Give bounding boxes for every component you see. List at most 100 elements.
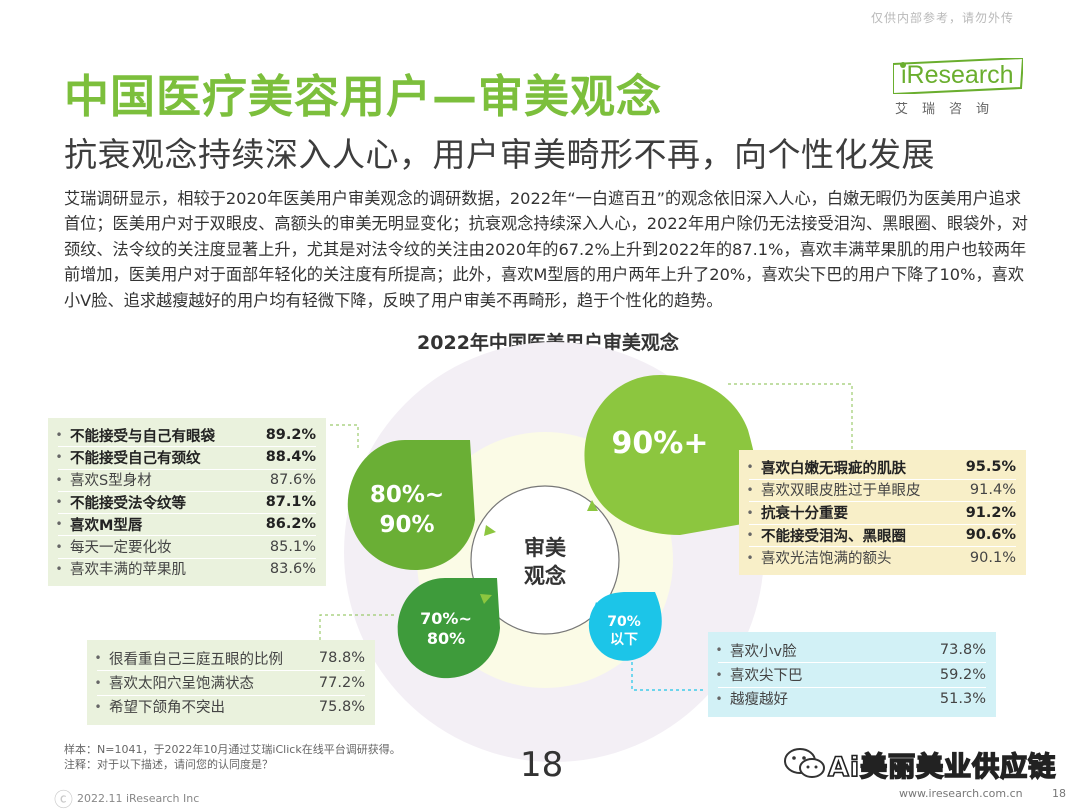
row-divider xyxy=(58,490,316,492)
question-note: 注释：对于以下描述，请问您的认同度是？ xyxy=(64,758,273,771)
list-item-value: 73.8% xyxy=(939,642,986,659)
bullet-icon: • xyxy=(55,472,63,487)
bullet-icon: • xyxy=(94,675,102,690)
wechat-label: Ai美丽美业供应链 xyxy=(827,751,1057,784)
bullet-icon: • xyxy=(55,517,63,532)
list-item-label: 喜欢S型身材 xyxy=(70,473,152,490)
arrow-bottom-left-icon xyxy=(480,594,492,604)
bubble-low-label-1: 70% xyxy=(607,614,641,630)
bullet-icon: • xyxy=(715,667,723,682)
list-item-label: 喜欢太阳穴呈饱满状态 xyxy=(109,676,254,692)
list-item: • 抗衰十分重要 91.2% xyxy=(739,501,1026,524)
bullet-icon: • xyxy=(746,482,754,497)
bubble-70-label-2: 80% xyxy=(427,629,465,648)
list-item-label: 喜欢光洁饱满的额头 xyxy=(761,551,892,568)
list-item: • 不能接受与自己有眼袋 89.2% xyxy=(48,424,326,447)
bullet-icon: • xyxy=(746,550,754,565)
list-item-label: 很看重自己三庭五眼的比例 xyxy=(109,651,283,668)
list-item: • 不能接受泪沟、黑眼圈 90.6% xyxy=(739,524,1026,547)
row-divider xyxy=(58,535,316,537)
website-link[interactable]: www.iresearch.com.cn xyxy=(899,787,1023,800)
row-divider xyxy=(749,478,1016,480)
row-divider xyxy=(718,662,986,664)
arrow-left-icon xyxy=(484,525,496,536)
list-item-value: 85.1% xyxy=(269,538,316,555)
logo-subtitle: 艾瑞咨询 xyxy=(895,102,1004,117)
row-divider xyxy=(58,557,316,559)
center-label-1: 审美 xyxy=(524,536,566,560)
list-item-value: 88.4% xyxy=(265,449,316,466)
sample-note: 样本：N=1041，于2022年10月通过艾瑞iClick在线平台调研获得。 xyxy=(64,743,401,756)
list-item-label: 每天一定要化妆 xyxy=(70,540,172,557)
list-item-value: 87.6% xyxy=(269,471,316,488)
list-item: • 不能接受法令纹等 87.1% xyxy=(48,491,326,514)
list-item: • 喜欢丰满的苹果肌 83.6% xyxy=(48,557,326,580)
list-item: • 喜欢小v脸 73.8% xyxy=(708,639,996,662)
list-item-label: 不能接受自己有颈纹 xyxy=(70,450,201,467)
page-title: 中国医疗美容用户—审美观念 xyxy=(64,70,663,123)
list-item-value: 86.2% xyxy=(265,516,316,533)
bullet-icon: • xyxy=(94,699,102,714)
row-divider xyxy=(749,501,1016,503)
connector-left xyxy=(330,424,359,450)
bullet-icon: • xyxy=(55,561,63,576)
bubble-70-80 xyxy=(397,578,500,679)
list-item-value: 91.2% xyxy=(965,504,1016,521)
iresearch-logo: iResearch 艾瑞咨询 xyxy=(893,58,1023,122)
copyright-text: 2022.11 iResearch Inc xyxy=(77,791,200,805)
list-item: • 很看重自己三庭五眼的比例 78.8% xyxy=(87,647,375,670)
list-item: • 喜欢S型身材 87.6% xyxy=(48,468,326,491)
list-item: • 每天一定要化妆 85.1% xyxy=(48,535,326,558)
row-divider xyxy=(58,468,316,470)
list-item-label: 喜欢M型唇 xyxy=(70,517,143,534)
list-item-label: 喜欢白嫩无瑕疵的肌肤 xyxy=(761,460,906,477)
list-item-label: 不能接受法令纹等 xyxy=(70,495,186,512)
list-item: • 喜欢双眼皮胜过于单眼皮 91.4% xyxy=(739,478,1026,501)
list-item: • 不能接受自己有颈纹 88.4% xyxy=(48,446,326,469)
list-item-value: 51.3% xyxy=(939,690,986,707)
row-divider xyxy=(58,446,316,448)
list-item-value: 75.8% xyxy=(318,698,365,715)
bullet-icon: • xyxy=(746,505,754,520)
bullet-icon: • xyxy=(715,691,723,706)
list-item: • 喜欢尖下巴 59.2% xyxy=(708,663,996,686)
list-item-label: 喜欢丰满的苹果肌 xyxy=(70,562,186,579)
list-item-value: 90.1% xyxy=(969,549,1016,566)
list-item-value: 91.4% xyxy=(969,481,1016,498)
list-item-label: 喜欢小v脸 xyxy=(730,643,797,660)
row-divider xyxy=(97,670,365,672)
connector-right xyxy=(728,383,853,450)
list-item-value: 78.8% xyxy=(318,650,365,667)
row-divider xyxy=(97,694,365,696)
list-item: • 越瘦越好 51.3% xyxy=(708,687,996,710)
connector-bottom-left xyxy=(319,614,395,640)
wechat-icon xyxy=(784,748,825,778)
page-number: 18 xyxy=(1052,787,1066,800)
panel-70-80: • 很看重自己三庭五眼的比例 78.8% • 喜欢太阳穴呈饱满状态 77.2% • 希望下颌角… xyxy=(87,640,375,725)
list-item-label: 不能接受与自己有眼袋 xyxy=(70,428,215,445)
bullet-icon: • xyxy=(55,495,63,509)
list-item-value: 89.2% xyxy=(265,427,316,444)
connector-bottom-right xyxy=(631,650,705,691)
center-circle xyxy=(470,485,620,635)
logo-banner-shape xyxy=(893,58,1023,94)
wechat-watermark: Ai美丽美业供应链 xyxy=(782,744,1056,784)
list-item: • 喜欢M型唇 86.2% xyxy=(48,513,326,536)
bubble-below-70 xyxy=(588,592,662,661)
bullet-icon: • xyxy=(715,643,723,658)
copyright: ⓒ 2022.11 iResearch Inc xyxy=(54,785,199,809)
row-divider xyxy=(718,686,986,688)
bubble-80-label-1: 80%~ xyxy=(370,482,444,508)
bubble-70-label-1: 70%~ xyxy=(420,609,472,628)
page-subtitle: 抗衰观念持续深入人心，用户审美畸形不再，向个性化发展 xyxy=(64,135,935,174)
row-divider xyxy=(749,523,1016,525)
bubble-90-plus xyxy=(584,375,765,535)
bullet-icon: • xyxy=(55,539,63,554)
arrow-bottom-right-icon xyxy=(593,602,604,612)
list-item-value: 83.6% xyxy=(269,560,316,577)
list-item: • 喜欢太阳穴呈饱满状态 77.2% xyxy=(87,671,375,694)
list-item-value: 59.2% xyxy=(939,666,986,683)
list-item: • 喜欢白嫩无瑕疵的肌肤 95.5% xyxy=(739,456,1026,479)
list-item-label: 不能接受泪沟、黑眼圈 xyxy=(761,528,906,545)
